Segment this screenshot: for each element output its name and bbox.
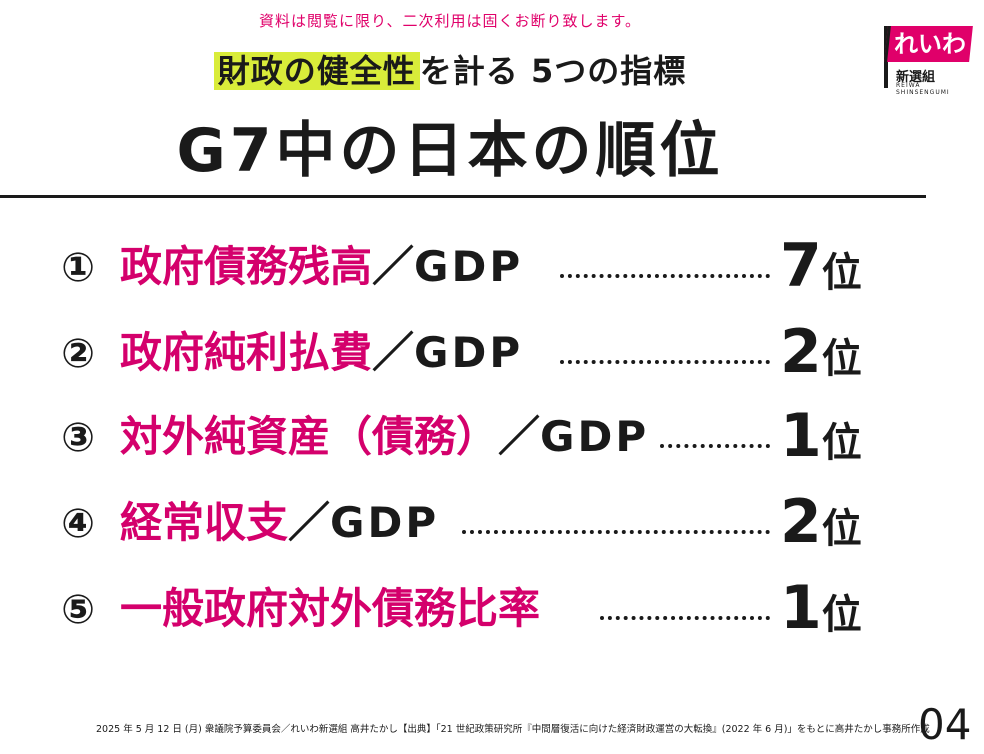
rank-unit: 位 bbox=[821, 506, 862, 552]
indicator-label: 政府純利払費／GDP bbox=[120, 322, 523, 384]
indicator-rank: 1位 bbox=[780, 572, 862, 644]
indicator-number: ⑤ bbox=[61, 587, 95, 633]
indicator-slash: ／ bbox=[372, 328, 415, 377]
reiwa-logo: れいわ 新選組 REIWA SHINSENGUMI bbox=[872, 26, 973, 96]
page-number: 04 bbox=[918, 700, 972, 749]
indicator-slash: ／ bbox=[288, 498, 331, 547]
indicator-name: 政府純利払費 bbox=[120, 328, 373, 377]
indicator-row: ② 政府純利払費／GDP 2位 bbox=[0, 312, 984, 392]
rank-value: 1 bbox=[780, 573, 822, 643]
indicator-label: 政府債務残高／GDP bbox=[120, 236, 523, 298]
indicator-gdp: GDP bbox=[414, 242, 524, 291]
indicator-name: 対外純資産（債務） bbox=[120, 412, 499, 461]
indicator-rank: 2位 bbox=[780, 316, 862, 388]
rank-value: 2 bbox=[780, 317, 822, 387]
source-footer: 2025 年 5 月 12 日 (月) 衆議院予算委員会／れいわ新選組 高井たか… bbox=[96, 724, 930, 735]
rank-unit: 位 bbox=[821, 250, 862, 296]
logo-roman: REIWA SHINSENGUMI bbox=[896, 82, 950, 96]
page-title: G7中の日本の順位 bbox=[176, 116, 724, 186]
rank-value: 7 bbox=[780, 231, 822, 301]
usage-notice: 資料は閲覧に限り、二次利用は固くお断り致します。 bbox=[259, 12, 641, 30]
title-divider bbox=[0, 195, 926, 198]
rank-unit: 位 bbox=[821, 420, 862, 466]
dot-leader bbox=[462, 530, 770, 534]
subtitle-rest: を計る 5つの指標 bbox=[419, 52, 687, 90]
indicator-rank: 2位 bbox=[780, 486, 862, 558]
indicator-number: ③ bbox=[61, 415, 95, 461]
dot-leader bbox=[560, 360, 770, 364]
indicator-slash: ／ bbox=[498, 412, 541, 461]
indicator-row: ④ 経常収支／GDP 2位 bbox=[0, 482, 984, 562]
indicator-name: 政府債務残高 bbox=[120, 242, 373, 291]
logo-flag: れいわ bbox=[884, 26, 973, 62]
indicator-row: ⑤ 一般政府対外債務比率 1位 bbox=[0, 568, 984, 648]
indicator-gdp: GDP bbox=[540, 412, 650, 461]
subtitle-highlight: 財政の健全性 bbox=[213, 52, 420, 90]
indicator-gdp: GDP bbox=[330, 498, 440, 547]
rank-value: 2 bbox=[780, 487, 822, 557]
dot-leader bbox=[660, 444, 770, 448]
indicator-row: ① 政府債務残高／GDP 7位 bbox=[0, 226, 984, 306]
indicator-number: ② bbox=[61, 331, 95, 377]
indicator-number: ④ bbox=[61, 501, 95, 547]
indicator-label: 一般政府対外債務比率 bbox=[120, 578, 540, 640]
indicator-label: 経常収支／GDP bbox=[120, 492, 439, 554]
indicator-name: 一般政府対外債務比率 bbox=[120, 584, 541, 633]
dot-leader bbox=[560, 274, 770, 278]
indicator-number: ① bbox=[61, 245, 95, 291]
indicator-row: ③ 対外純資産（債務）／GDP 1位 bbox=[0, 396, 984, 476]
indicator-label: 対外純資産（債務）／GDP bbox=[120, 406, 649, 468]
dot-leader bbox=[600, 616, 770, 620]
rank-value: 1 bbox=[780, 401, 822, 471]
indicator-rank: 7位 bbox=[780, 230, 862, 302]
indicator-name: 経常収支 bbox=[120, 498, 289, 547]
subtitle: 財政の健全性 を計る 5つの指標 bbox=[0, 46, 900, 92]
indicator-slash: ／ bbox=[372, 242, 415, 291]
rank-unit: 位 bbox=[821, 592, 862, 638]
indicator-gdp: GDP bbox=[414, 328, 524, 377]
logo-mark: れいわ bbox=[894, 30, 966, 58]
rank-unit: 位 bbox=[821, 336, 862, 382]
indicator-rank: 1位 bbox=[780, 400, 862, 472]
logo-name: 新選組 bbox=[896, 70, 936, 85]
